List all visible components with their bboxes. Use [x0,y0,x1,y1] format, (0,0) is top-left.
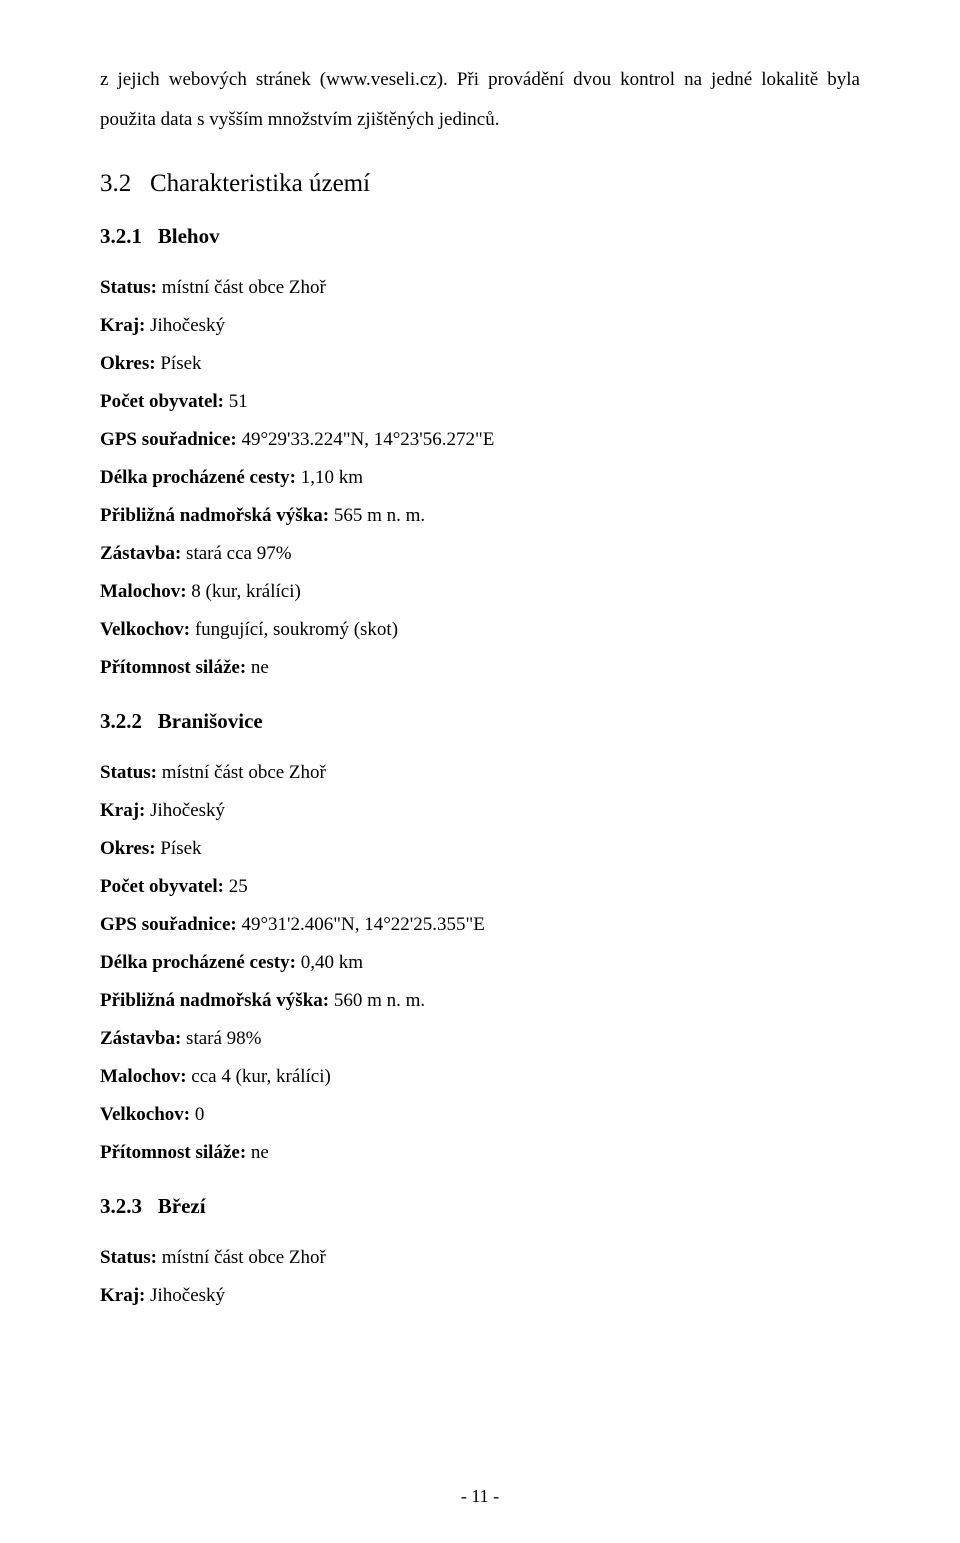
vyska-label: Přibližná nadmořská výška: [100,505,329,526]
okres-label: Okres: [100,838,156,859]
okres-label: Okres: [100,353,156,374]
subsection-title: Březí [158,1194,206,1218]
malochov-line: Malochov: 8 (kur, králíci) [100,573,860,611]
section-title: Charakteristika území [150,170,370,197]
kraj-value: Jihočeský [145,315,225,336]
kraj-label: Kraj: [100,800,145,821]
zastavba-value: stará 98% [181,1028,261,1049]
vyska-value: 560 m n. m. [329,990,425,1011]
kraj-label: Kraj: [100,315,145,336]
zastavba-line: Zástavba: stará 98% [100,1020,860,1058]
subsection-heading-brezi: 3.2.3 Březí [100,1194,860,1219]
pocet-value: 51 [224,391,248,412]
gps-value: 49°29'33.224"N, 14°23'56.272"E [237,429,495,450]
pocet-line: Počet obyvatel: 51 [100,383,860,421]
silaz-line: Přítomnost siláže: ne [100,1134,860,1172]
gps-label: GPS souřadnice: [100,914,237,935]
status-value: místní část obce Zhoř [157,762,326,783]
delka-label: Délka procházené cesty: [100,467,296,488]
zastavba-label: Zástavba: [100,1028,181,1049]
malochov-value: cca 4 (kur, králíci) [187,1066,331,1087]
malochov-label: Malochov: [100,1066,187,1087]
intro-paragraph: z jejich webových stránek (www.veseli.cz… [100,60,860,140]
subsection-number: 3.2.3 [100,1194,142,1218]
page-number: - 11 - [0,1486,960,1507]
gps-value: 49°31'2.406"N, 14°22'25.355"E [237,914,485,935]
kraj-label: Kraj: [100,1285,145,1306]
status-line: Status: místní část obce Zhoř [100,269,860,307]
delka-label: Délka procházené cesty: [100,952,296,973]
velkochov-label: Velkochov: [100,1104,190,1125]
vyska-label: Přibližná nadmořská výška: [100,990,329,1011]
silaz-line: Přítomnost siláže: ne [100,649,860,687]
velkochov-label: Velkochov: [100,619,190,640]
delka-line: Délka procházené cesty: 1,10 km [100,459,860,497]
malochov-value: 8 (kur, králíci) [187,581,301,602]
subsection-number: 3.2.2 [100,709,142,733]
status-line: Status: místní část obce Zhoř [100,754,860,792]
kraj-line: Kraj: Jihočeský [100,1277,860,1315]
velkochov-line: Velkochov: 0 [100,1096,860,1134]
location-block-brezi: Status: místní část obce Zhoř Kraj: Jiho… [100,1239,860,1315]
vyska-line: Přibližná nadmořská výška: 565 m n. m. [100,497,860,535]
okres-line: Okres: Písek [100,830,860,868]
velkochov-value: fungující, soukromý (skot) [190,619,398,640]
okres-value: Písek [156,353,202,374]
pocet-label: Počet obyvatel: [100,391,224,412]
silaz-value: ne [246,657,269,678]
location-block-blehov: Status: místní část obce Zhoř Kraj: Jiho… [100,269,860,687]
kraj-line: Kraj: Jihočeský [100,792,860,830]
delka-value: 0,40 km [296,952,363,973]
section-heading: 3.2 Charakteristika území [100,170,860,198]
subsection-title: Blehov [158,224,220,248]
subsection-heading-branisovice: 3.2.2 Branišovice [100,709,860,734]
page: z jejich webových stránek (www.veseli.cz… [0,0,960,1543]
vyska-value: 565 m n. m. [329,505,425,526]
silaz-value: ne [246,1142,269,1163]
pocet-label: Počet obyvatel: [100,876,224,897]
kraj-value: Jihočeský [145,800,225,821]
status-label: Status: [100,1247,157,1268]
pocet-value: 25 [224,876,248,897]
silaz-label: Přítomnost siláže: [100,657,246,678]
subsection-number: 3.2.1 [100,224,142,248]
subsection-heading-blehov: 3.2.1 Blehov [100,224,860,249]
okres-line: Okres: Písek [100,345,860,383]
gps-line: GPS souřadnice: 49°29'33.224"N, 14°23'56… [100,421,860,459]
gps-line: GPS souřadnice: 49°31'2.406"N, 14°22'25.… [100,906,860,944]
status-label: Status: [100,277,157,298]
silaz-label: Přítomnost siláže: [100,1142,246,1163]
velkochov-value: 0 [190,1104,204,1125]
subsection-title: Branišovice [158,709,263,733]
status-line: Status: místní část obce Zhoř [100,1239,860,1277]
malochov-line: Malochov: cca 4 (kur, králíci) [100,1058,860,1096]
section-number: 3.2 [100,170,131,197]
gps-label: GPS souřadnice: [100,429,237,450]
pocet-line: Počet obyvatel: 25 [100,868,860,906]
kraj-line: Kraj: Jihočeský [100,307,860,345]
kraj-value: Jihočeský [145,1285,225,1306]
velkochov-line: Velkochov: fungující, soukromý (skot) [100,611,860,649]
zastavba-line: Zástavba: stará cca 97% [100,535,860,573]
status-label: Status: [100,762,157,783]
status-value: místní část obce Zhoř [157,1247,326,1268]
malochov-label: Malochov: [100,581,187,602]
location-block-branisovice: Status: místní část obce Zhoř Kraj: Jiho… [100,754,860,1172]
vyska-line: Přibližná nadmořská výška: 560 m n. m. [100,982,860,1020]
okres-value: Písek [156,838,202,859]
zastavba-value: stará cca 97% [181,543,291,564]
zastavba-label: Zástavba: [100,543,181,564]
delka-value: 1,10 km [296,467,363,488]
status-value: místní část obce Zhoř [157,277,326,298]
delka-line: Délka procházené cesty: 0,40 km [100,944,860,982]
